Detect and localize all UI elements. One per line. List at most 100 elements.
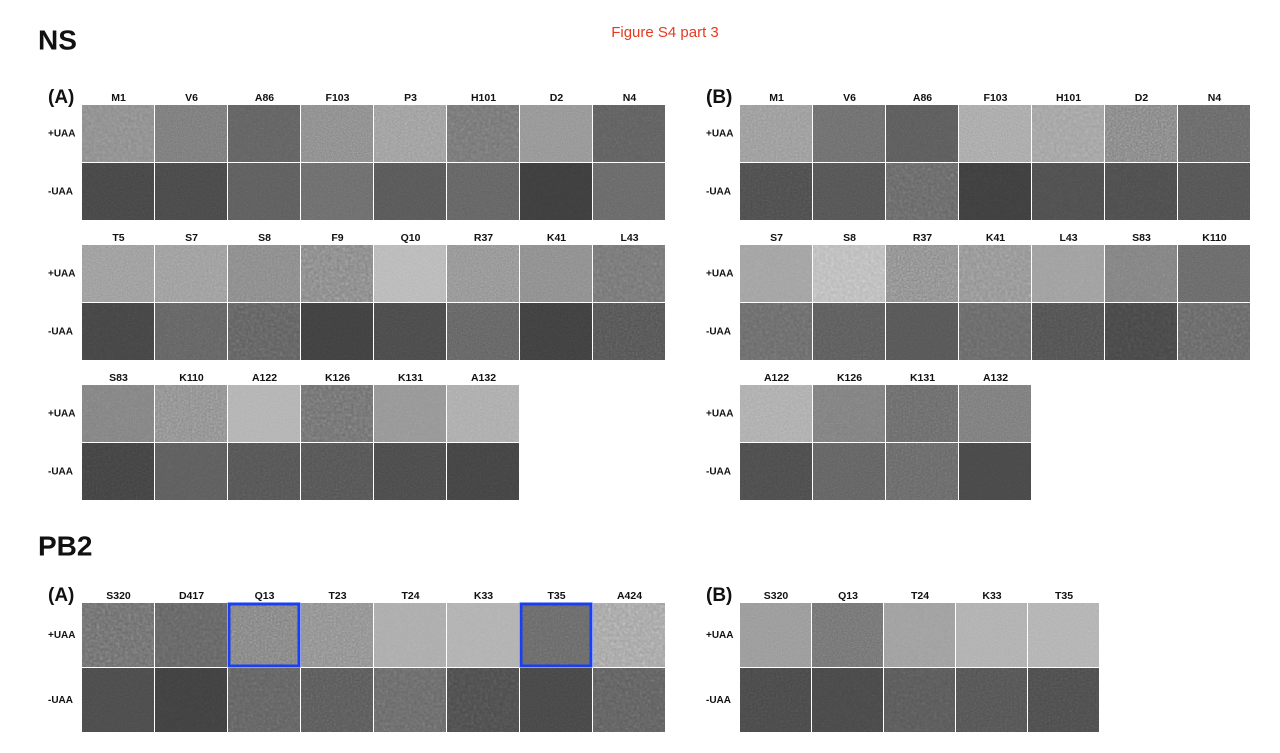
column-label: F103 bbox=[326, 92, 350, 104]
micrograph-texture bbox=[301, 163, 373, 220]
micrograph-texture bbox=[447, 105, 519, 162]
section-title: NS bbox=[38, 24, 77, 55]
column-label: D2 bbox=[1135, 92, 1149, 104]
column-label: N4 bbox=[623, 92, 637, 104]
micrograph-texture bbox=[447, 668, 519, 732]
column-label: T35 bbox=[1055, 590, 1073, 602]
highlight-box bbox=[227, 602, 301, 668]
column-label: A424 bbox=[617, 590, 642, 602]
micrograph-texture bbox=[956, 603, 1027, 667]
micrograph-texture bbox=[374, 385, 446, 442]
micrograph-texture bbox=[155, 245, 227, 302]
micrograph-texture bbox=[228, 443, 300, 500]
micrograph-texture bbox=[301, 303, 373, 360]
row-label: +UAA bbox=[706, 269, 734, 280]
row-label: +UAA bbox=[706, 630, 734, 641]
row-label: -UAA bbox=[706, 187, 731, 198]
micrograph-texture bbox=[593, 105, 665, 162]
micrograph-texture bbox=[155, 603, 227, 667]
column-label: S8 bbox=[258, 232, 271, 244]
micrograph-texture bbox=[740, 105, 812, 162]
row-label: +UAA bbox=[706, 409, 734, 420]
micrograph-texture bbox=[813, 163, 885, 220]
row-label: -UAA bbox=[706, 327, 731, 338]
row-label: -UAA bbox=[48, 695, 73, 706]
micrograph-texture bbox=[813, 443, 885, 500]
micrograph-texture bbox=[886, 105, 958, 162]
panel-label: (B) bbox=[706, 87, 732, 108]
micrograph-texture bbox=[593, 163, 665, 220]
micrograph-texture bbox=[593, 245, 665, 302]
micrograph-texture bbox=[520, 668, 592, 732]
micrograph-texture bbox=[447, 303, 519, 360]
column-label: T24 bbox=[401, 590, 419, 602]
column-label: K33 bbox=[982, 590, 1001, 602]
micrograph-texture bbox=[301, 105, 373, 162]
micrograph-texture bbox=[228, 603, 300, 667]
column-label: F9 bbox=[331, 232, 343, 244]
micrograph-texture bbox=[886, 245, 958, 302]
column-label: A122 bbox=[764, 372, 789, 384]
row-label: +UAA bbox=[706, 129, 734, 140]
micrograph-texture bbox=[301, 385, 373, 442]
column-label: T23 bbox=[328, 590, 346, 602]
panel-label: (A) bbox=[48, 585, 74, 606]
column-label: A122 bbox=[252, 372, 277, 384]
micrograph-texture bbox=[884, 668, 955, 732]
micrograph-texture bbox=[155, 105, 227, 162]
micrograph-texture bbox=[520, 603, 592, 667]
micrograph-texture bbox=[593, 603, 665, 667]
micrograph-texture bbox=[959, 303, 1031, 360]
micrograph-texture bbox=[228, 163, 300, 220]
micrograph-texture bbox=[155, 443, 227, 500]
micrograph-texture bbox=[740, 163, 812, 220]
micrograph-texture bbox=[228, 668, 300, 732]
row-label: -UAA bbox=[48, 187, 73, 198]
micrograph-texture bbox=[740, 668, 811, 732]
figure-title: Figure S4 part 3 bbox=[611, 24, 719, 41]
column-label: Q13 bbox=[255, 590, 275, 602]
column-label: K41 bbox=[986, 232, 1005, 244]
micrograph-texture bbox=[82, 105, 154, 162]
column-label: K131 bbox=[910, 372, 935, 384]
micrograph-texture bbox=[1178, 105, 1250, 162]
micrograph-texture bbox=[1105, 303, 1177, 360]
column-label: S7 bbox=[770, 232, 783, 244]
column-label: T5 bbox=[112, 232, 124, 244]
micrograph-texture bbox=[374, 245, 446, 302]
section-title: PB2 bbox=[38, 530, 92, 561]
column-label: S83 bbox=[109, 372, 128, 384]
micrograph-texture bbox=[228, 385, 300, 442]
micrograph-texture bbox=[812, 603, 883, 667]
micrograph-texture bbox=[1032, 303, 1104, 360]
micrograph-texture bbox=[520, 163, 592, 220]
column-label: T24 bbox=[911, 590, 929, 602]
highlight-box bbox=[519, 602, 593, 668]
column-label: R37 bbox=[913, 232, 932, 244]
column-label: H101 bbox=[1056, 92, 1081, 104]
micrograph-texture bbox=[301, 245, 373, 302]
micrograph-texture bbox=[82, 245, 154, 302]
row-label: +UAA bbox=[48, 409, 76, 420]
micrograph-texture bbox=[740, 443, 812, 500]
column-label: A132 bbox=[983, 372, 1008, 384]
column-label: D2 bbox=[550, 92, 564, 104]
micrograph-texture bbox=[520, 303, 592, 360]
micrograph-texture bbox=[374, 303, 446, 360]
column-label: N4 bbox=[1208, 92, 1222, 104]
panel-label: (B) bbox=[706, 585, 732, 606]
micrograph-texture bbox=[959, 105, 1031, 162]
micrograph-texture bbox=[82, 443, 154, 500]
micrograph-texture bbox=[155, 303, 227, 360]
column-label: K131 bbox=[398, 372, 423, 384]
column-label: V6 bbox=[185, 92, 198, 104]
micrograph-texture bbox=[1178, 303, 1250, 360]
micrograph-texture bbox=[740, 303, 812, 360]
row-label: -UAA bbox=[48, 467, 73, 478]
row-label: -UAA bbox=[48, 327, 73, 338]
micrograph-texture bbox=[447, 603, 519, 667]
micrograph-texture bbox=[82, 385, 154, 442]
micrograph-texture bbox=[447, 163, 519, 220]
micrograph-texture bbox=[374, 163, 446, 220]
